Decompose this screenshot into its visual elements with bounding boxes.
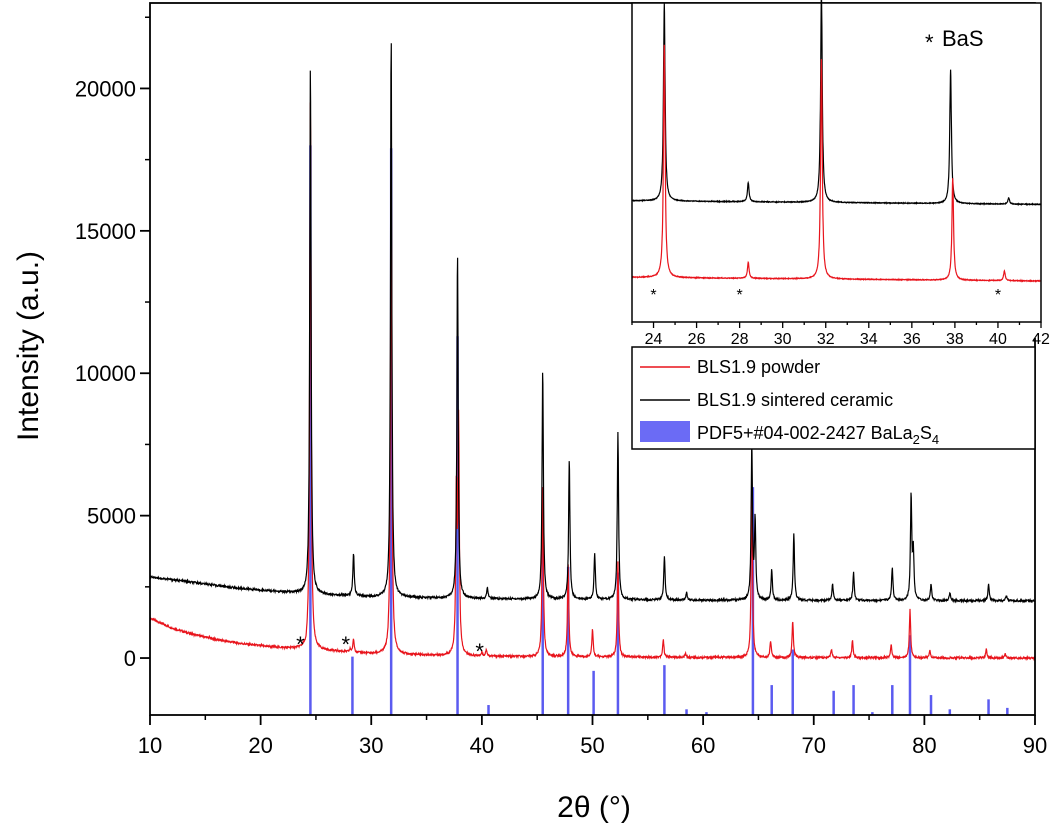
legend-label-ceramic: BLS1.9 sintered ceramic bbox=[697, 390, 893, 410]
inset-ceramic-line bbox=[631, 0, 1042, 207]
inset-x-tick-label: 30 bbox=[774, 331, 792, 348]
inset-frame bbox=[631, 2, 1042, 323]
inset-x-tick-label: 26 bbox=[688, 331, 706, 348]
inset-bas-marker: * bbox=[737, 287, 743, 304]
x-tick-label: 90 bbox=[1023, 733, 1047, 758]
inset-title: BaS bbox=[942, 26, 984, 51]
legend-label-powder: BLS1.9 powder bbox=[697, 357, 820, 377]
bas-marker: * bbox=[475, 639, 484, 664]
inset-x-tick-label: 28 bbox=[731, 331, 749, 348]
inset-x-tick-label: 32 bbox=[817, 331, 835, 348]
y-tick-label: 5000 bbox=[87, 504, 136, 529]
bas-marker: * bbox=[342, 632, 351, 657]
legend-label-reference: PDF5+#04-002-2427 BaLa2S4 bbox=[697, 423, 939, 447]
x-tick-label: 80 bbox=[912, 733, 936, 758]
main-plot-series bbox=[149, 43, 1036, 715]
x-tick-label: 60 bbox=[691, 733, 715, 758]
x-tick-label: 20 bbox=[248, 733, 272, 758]
x-tick-label: 40 bbox=[470, 733, 494, 758]
x-axis-title: 2θ (°) bbox=[557, 791, 631, 824]
x-tick-label: 50 bbox=[580, 733, 604, 758]
y-tick-label: 10000 bbox=[75, 361, 136, 386]
x-tick-label: 70 bbox=[802, 733, 826, 758]
legend-swatch-reference bbox=[640, 421, 690, 442]
series-powder-line bbox=[149, 102, 1036, 662]
y-tick-label: 15000 bbox=[75, 219, 136, 244]
series-ceramic-line bbox=[149, 43, 1036, 604]
inset-x-tick-label: 40 bbox=[989, 331, 1007, 348]
inset-x-tick-label: 24 bbox=[645, 331, 663, 348]
y-tick-label: 20000 bbox=[75, 76, 136, 101]
inset-axes: 24 26 28 30 32 34 36 38 40 42 bbox=[631, 2, 1050, 348]
inset-bas-marker: * bbox=[995, 287, 1001, 304]
inset-title-marker: * bbox=[925, 30, 934, 55]
legend: BLS1.9 powder BLS1.9 sintered ceramic PD… bbox=[631, 346, 1036, 450]
inset-x-tick-label: 34 bbox=[860, 331, 878, 348]
x-tick-label: 10 bbox=[138, 733, 162, 758]
inset-bas-marker: * bbox=[650, 287, 656, 304]
inset-x-tick-label: 36 bbox=[903, 331, 921, 348]
inset-legend-title: * BaS bbox=[925, 26, 984, 55]
inset-powder-line bbox=[631, 44, 1042, 283]
inset-x-tick-label: 38 bbox=[946, 331, 964, 348]
x-tick-label: 30 bbox=[359, 733, 383, 758]
y-tick-label: 0 bbox=[124, 646, 136, 671]
bas-marker: * bbox=[296, 632, 305, 657]
inset-plot-series bbox=[631, 0, 1042, 283]
inset-annotations: * * * bbox=[650, 287, 1001, 304]
inset-x-tick-label: 42 bbox=[1032, 331, 1050, 348]
y-axis-title: Intensity (a.u.) bbox=[12, 251, 45, 441]
main-annotations: * * * bbox=[296, 632, 484, 664]
